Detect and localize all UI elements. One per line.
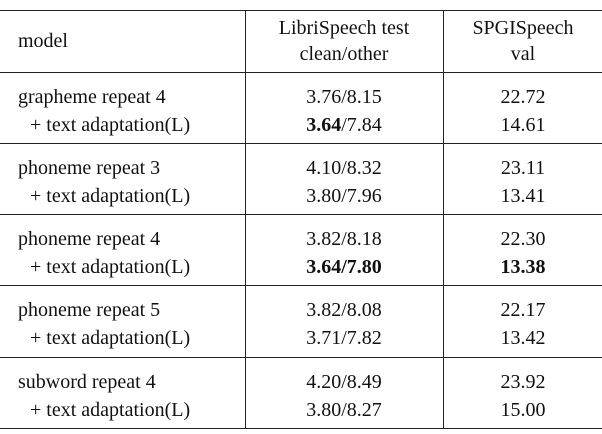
cell-text: + text adaptation(L) xyxy=(30,327,191,349)
cell-0: + text adaptation(L) xyxy=(30,254,190,280)
rule xyxy=(0,72,602,73)
cell-1: 3.80/7.96 xyxy=(246,183,442,209)
cell-text: 3.82/8.18 xyxy=(306,228,382,250)
cell-0: grapheme repeat 4 xyxy=(18,84,166,110)
cell-2: 23.92 xyxy=(444,369,602,395)
cell-text: 3.80/7.96 xyxy=(306,185,382,207)
cell-text: 23.11 xyxy=(500,157,546,179)
header-text: LibriSpeech test xyxy=(278,17,410,39)
cell-text: + text adaptation(L) xyxy=(30,114,191,136)
header-text: clean/other xyxy=(299,43,389,65)
cell-2: 23.11 xyxy=(444,155,602,181)
rule xyxy=(0,428,602,429)
cell-2: 22.17 xyxy=(444,297,602,323)
cell-0: + text adaptation(L) xyxy=(30,112,190,138)
header-cell: model xyxy=(18,28,68,54)
rule xyxy=(0,357,602,358)
cell-text: 22.30 xyxy=(500,228,546,250)
cell-0: phoneme repeat 4 xyxy=(18,226,160,252)
cell-text: 3.64/7.80 xyxy=(306,256,382,278)
cell-text: 4.20/8.49 xyxy=(306,371,382,393)
cell-1: 3.64/7.84 xyxy=(246,112,442,138)
cell-0: + text adaptation(L) xyxy=(30,325,190,351)
cell-text: /7.84 xyxy=(341,114,382,136)
rule xyxy=(0,214,602,215)
cell-text: 22.72 xyxy=(500,86,546,108)
cell-2: 13.38 xyxy=(444,254,602,280)
header-text: val xyxy=(510,43,536,65)
cell-text: 15.00 xyxy=(500,399,546,421)
cell-1: 3.64/7.80 xyxy=(246,254,442,280)
header-cell: SPGISpeech val xyxy=(444,15,602,67)
cell-1: 3.82/8.08 xyxy=(246,297,442,323)
cell-text: phoneme repeat 5 xyxy=(18,299,161,321)
cell-1: 3.80/8.27 xyxy=(246,397,442,423)
cell-1: 3.82/8.18 xyxy=(246,226,442,252)
cell-2: 22.30 xyxy=(444,226,602,252)
rule xyxy=(0,285,602,286)
rule xyxy=(0,10,602,11)
cell-1: 4.20/8.49 xyxy=(246,369,442,395)
cell-text: phoneme repeat 4 xyxy=(18,228,161,250)
cell-text: 23.92 xyxy=(500,371,546,393)
header-text: model xyxy=(18,30,68,52)
cell-text: 22.17 xyxy=(500,299,546,321)
cell-2: 15.00 xyxy=(444,397,602,423)
cell-2: 22.72 xyxy=(444,84,602,110)
cell-text: + text adaptation(L) xyxy=(30,256,191,278)
cell-text: 13.38 xyxy=(500,256,546,278)
column-rule xyxy=(443,10,444,428)
cell-text: 13.41 xyxy=(500,185,546,207)
cell-text: 3.80/8.27 xyxy=(306,399,382,421)
cell-text: grapheme repeat 4 xyxy=(18,86,166,108)
cell-1: 3.71/7.82 xyxy=(246,325,442,351)
cell-text: 3.76/8.15 xyxy=(306,86,382,108)
rule xyxy=(0,143,602,144)
cell-0: + text adaptation(L) xyxy=(30,397,190,423)
cell-text: 14.61 xyxy=(500,114,546,136)
cell-text: 3.82/8.08 xyxy=(306,299,382,321)
cell-1: 4.10/8.32 xyxy=(246,155,442,181)
cell-text: + text adaptation(L) xyxy=(30,185,191,207)
header-text: SPGISpeech xyxy=(472,17,574,39)
cell-2: 13.41 xyxy=(444,183,602,209)
cell-text: subword repeat 4 xyxy=(18,371,156,393)
cell-0: subword repeat 4 xyxy=(18,369,156,395)
cell-text: phoneme repeat 3 xyxy=(18,157,161,179)
cell-0: + text adaptation(L) xyxy=(30,183,190,209)
cell-text: 13.42 xyxy=(500,327,546,349)
cell-2: 13.42 xyxy=(444,325,602,351)
cell-text: 4.10/8.32 xyxy=(306,157,382,179)
cell-text: 3.64 xyxy=(306,114,342,136)
cell-1: 3.76/8.15 xyxy=(246,84,442,110)
column-rule xyxy=(245,10,246,428)
header-cell: LibriSpeech test clean/other xyxy=(246,15,442,67)
cell-0: phoneme repeat 5 xyxy=(18,297,160,323)
cell-0: phoneme repeat 3 xyxy=(18,155,160,181)
cell-2: 14.61 xyxy=(444,112,602,138)
cell-text: + text adaptation(L) xyxy=(30,399,191,421)
cell-text: 3.71/7.82 xyxy=(306,327,382,349)
